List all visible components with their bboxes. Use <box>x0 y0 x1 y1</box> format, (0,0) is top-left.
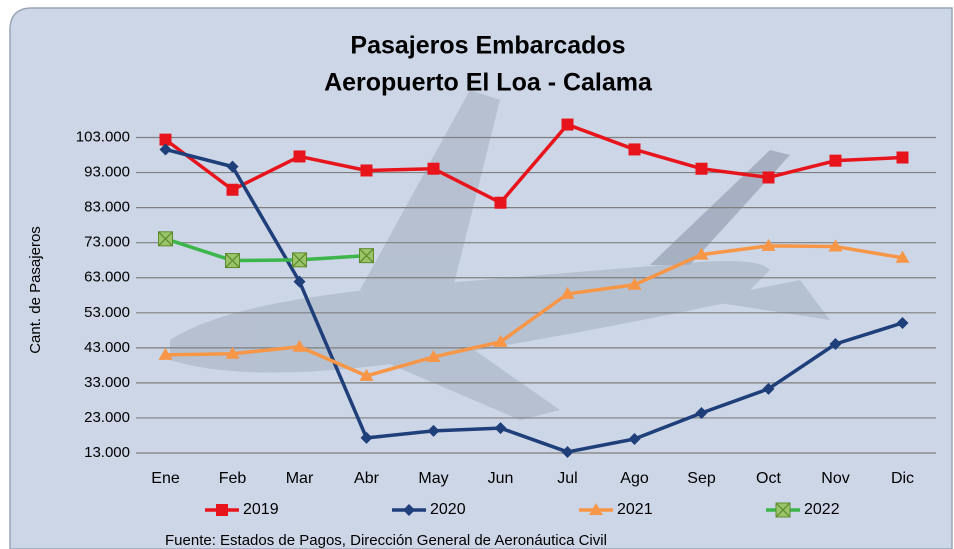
marker <box>495 197 507 209</box>
x-tick-label: Mar <box>286 470 314 487</box>
marker-shape <box>696 163 708 175</box>
marker-shape <box>629 143 641 155</box>
marker-shape <box>495 197 507 209</box>
marker <box>293 253 307 267</box>
x-tick-label: Abr <box>354 470 380 487</box>
marker-shape <box>227 184 239 196</box>
x-tick-label: Jul <box>557 470 577 487</box>
source-note: Fuente: Estados de Pagos, Dirección Gene… <box>165 532 607 549</box>
marker <box>897 152 909 164</box>
legend-label: 2019 <box>243 501 279 518</box>
y-tick-label: 43.000 <box>84 339 130 356</box>
y-tick-label: 73.000 <box>84 234 130 251</box>
marker <box>360 249 374 263</box>
marker <box>428 163 440 175</box>
x-tick-label: Ene <box>151 470 180 487</box>
chart-subtitle: Aeropuerto El Loa - Calama <box>324 69 653 97</box>
marker-shape <box>428 163 440 175</box>
marker-shape <box>763 171 775 183</box>
marker-shape <box>562 119 574 131</box>
x-tick-label: Feb <box>219 470 247 487</box>
y-tick-label: 93.000 <box>84 164 130 181</box>
marker <box>361 164 373 176</box>
marker <box>294 150 306 162</box>
x-tick-label: Sep <box>687 470 716 487</box>
y-tick-label: 33.000 <box>84 374 130 391</box>
page: {"chart_data": {"type": "line", "title":… <box>0 0 954 549</box>
marker <box>776 503 790 517</box>
x-tick-label: Ago <box>620 470 649 487</box>
y-tick-label: 23.000 <box>84 409 130 426</box>
marker-shape <box>216 504 228 516</box>
y-tick-label: 63.000 <box>84 269 130 286</box>
legend-label: 2022 <box>804 501 840 518</box>
marker <box>629 143 641 155</box>
y-tick-label: 83.000 <box>84 199 130 216</box>
x-tick-label: Dic <box>891 470 914 487</box>
marker <box>226 254 240 268</box>
y-axis-label: Cant. de Pasajeros <box>27 226 44 354</box>
marker-shape <box>830 155 842 167</box>
x-tick-label: Oct <box>756 470 781 487</box>
x-tick-label: Nov <box>821 470 849 487</box>
marker <box>159 232 173 246</box>
y-tick-label: 13.000 <box>84 444 130 461</box>
marker-shape <box>294 150 306 162</box>
marker-shape <box>361 164 373 176</box>
marker <box>830 155 842 167</box>
marker <box>763 171 775 183</box>
chart-title: Pasajeros Embarcados <box>350 32 625 60</box>
x-tick-label: May <box>418 470 448 487</box>
legend-label: 2021 <box>617 501 653 518</box>
x-tick-label: Jun <box>488 470 514 487</box>
marker <box>562 119 574 131</box>
marker <box>227 184 239 196</box>
marker-shape <box>897 152 909 164</box>
y-tick-label: 103.000 <box>76 128 130 145</box>
y-tick-label: 53.000 <box>84 304 130 321</box>
chart: Pasajeros Embarcados Aeropuerto El Loa -… <box>0 0 954 549</box>
legend-label: 2020 <box>430 501 466 518</box>
marker <box>696 163 708 175</box>
marker <box>216 504 228 516</box>
